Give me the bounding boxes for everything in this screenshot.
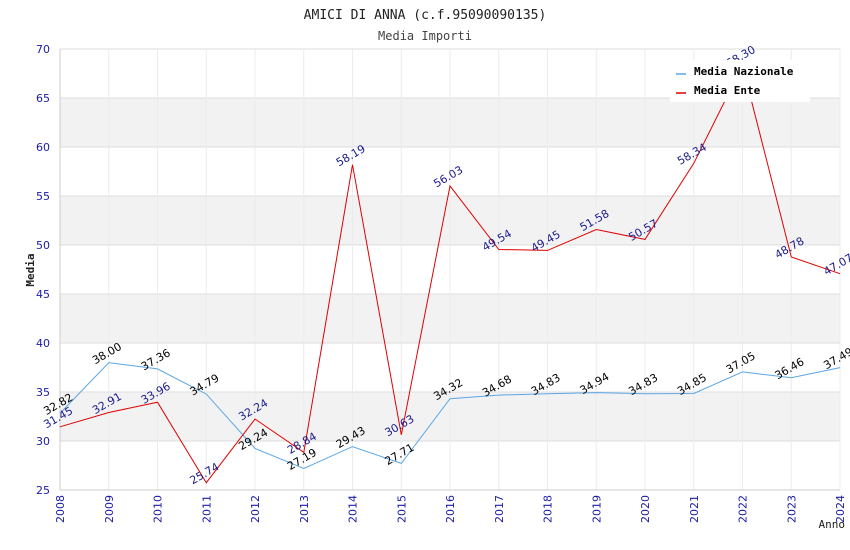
chart-title: AMICI DI ANNA (c.f.95090090135) bbox=[304, 8, 547, 23]
x-tick-label: 2011 bbox=[200, 495, 213, 523]
y-axis-label: Media bbox=[24, 253, 37, 286]
x-tick-label: 2013 bbox=[298, 495, 311, 523]
y-tick-label: 60 bbox=[36, 141, 50, 154]
y-tick-label: 45 bbox=[36, 288, 50, 301]
legend: Media Nazionale Media Ente bbox=[670, 60, 810, 102]
x-tick-label: 2016 bbox=[444, 495, 457, 523]
x-axis-label: Anno bbox=[819, 518, 846, 531]
x-tick-label: 2008 bbox=[54, 495, 67, 523]
legend-label-media-nazionale: Media Nazionale bbox=[694, 65, 794, 78]
y-tick-label: 65 bbox=[36, 92, 50, 105]
series-lines bbox=[59, 64, 841, 484]
x-tick-label: 2018 bbox=[542, 495, 555, 523]
x-tick-label: 2010 bbox=[152, 495, 165, 523]
y-tick-label: 70 bbox=[36, 43, 50, 56]
y-tick-label: 55 bbox=[36, 190, 50, 203]
x-tick-label: 2014 bbox=[347, 495, 360, 523]
x-tick-label: 2024 bbox=[834, 495, 847, 523]
y-tick-label: 35 bbox=[36, 386, 50, 399]
y-tick-label: 50 bbox=[36, 239, 50, 252]
x-tick-label: 2022 bbox=[737, 495, 750, 523]
y-tick-label: 40 bbox=[36, 337, 50, 350]
x-tick-label: 2015 bbox=[395, 495, 408, 523]
x-tick-labels: 2008 2009 2010 2011 2012 2013 2014 2015 2016 2017… bbox=[54, 495, 847, 523]
y-tick-labels: 25 30 35 40 45 50 55 60 65 70 bbox=[36, 43, 50, 497]
series-line-media-ente bbox=[59, 64, 841, 484]
series-line-media-nazionale bbox=[59, 362, 841, 470]
chart-subtitle: Media Importi bbox=[378, 29, 472, 43]
x-tick-label: 2021 bbox=[688, 495, 701, 523]
y-tick-label: 30 bbox=[36, 435, 50, 448]
x-tick-label: 2009 bbox=[103, 495, 116, 523]
y-tick-label: 25 bbox=[36, 484, 50, 497]
x-tick-label: 2017 bbox=[493, 495, 506, 523]
x-tick-label: 2019 bbox=[590, 495, 603, 523]
x-tick-label: 2023 bbox=[785, 495, 798, 523]
legend-label-media-ente: Media Ente bbox=[694, 84, 761, 97]
x-tick-label: 2012 bbox=[249, 495, 262, 523]
legend-box bbox=[670, 60, 810, 102]
x-tick-label: 2020 bbox=[639, 495, 652, 523]
